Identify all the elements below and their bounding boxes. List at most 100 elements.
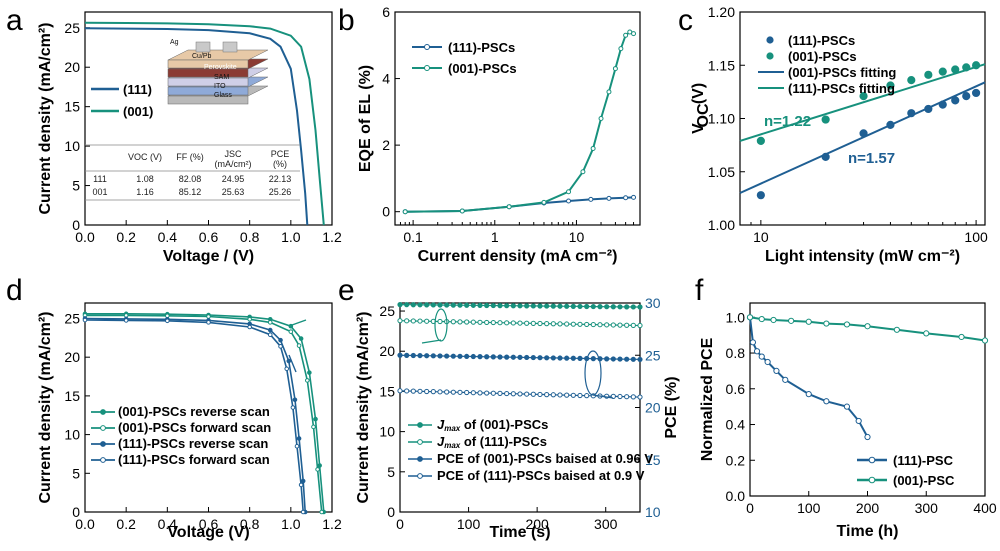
series-point-PCE of (001)-PSCs baised at 0.96 V bbox=[624, 356, 630, 362]
series-point-(111)-PSCs forward scan bbox=[82, 317, 88, 323]
panel-label-a: a bbox=[6, 4, 23, 37]
panel-label-e: e bbox=[338, 274, 355, 307]
data-point-(111)-PSCs bbox=[951, 96, 960, 105]
series-point-(001)-PSCs reverse scan bbox=[307, 370, 312, 375]
series-point-(001)-PSC bbox=[843, 321, 851, 328]
series-point-(001)-PSCs forward scan bbox=[311, 424, 316, 430]
series-point-PCE of (001)-PSCs baised at 0.96 V bbox=[397, 352, 403, 358]
data-point-(001)-PSCs bbox=[756, 136, 765, 145]
series-point-Jmax of (111)-PSCs bbox=[417, 318, 423, 324]
series-point-(001)-PSCs forward scan bbox=[296, 343, 302, 348]
x-tick-label-e: 300 bbox=[594, 516, 618, 532]
data-point-(001)-PSCs bbox=[821, 115, 830, 124]
series-point-PCE of (001)-PSCs baised at 0.96 V bbox=[524, 354, 530, 361]
fit-line-(001)-PSCs fitting bbox=[739, 81, 986, 194]
data-point-(001)-PSCs bbox=[886, 81, 895, 90]
series-point-(001)-PSC bbox=[893, 326, 900, 333]
series-point-Jmax of (001)-PSCs bbox=[510, 303, 516, 309]
series-point-Jmax of (111)-PSCs bbox=[437, 318, 443, 325]
series-point-Jmax of (001)-PSCs bbox=[570, 303, 576, 309]
series-point-Jmax of (111)-PSCs bbox=[544, 321, 550, 327]
series-point-PCE of (001)-PSCs baised at 0.96 V bbox=[470, 353, 476, 360]
series-point-(001)-PSCs reverse scan bbox=[317, 463, 322, 468]
legend-label-f: (001)-PSC bbox=[893, 473, 955, 488]
series-point-PCE of (001)-PSCs baised at 0.96 V bbox=[530, 354, 536, 361]
series-point-PCE of (111)-PSCs baised at 0.9 V bbox=[497, 390, 503, 396]
panel-label-b: b bbox=[338, 4, 355, 37]
series-point-Jmax of (001)-PSCs bbox=[464, 302, 470, 308]
series-point-(111)-PSCs bbox=[588, 196, 594, 202]
x-tick-label-a: 0.4 bbox=[158, 229, 178, 245]
series-point-Jmax of (111)-PSCs bbox=[397, 318, 403, 324]
series-point-(001)-PSCs bbox=[623, 32, 629, 38]
legend-label-c: (001)-PSCs bbox=[788, 49, 857, 64]
x-tick-label-a: 0.6 bbox=[199, 229, 219, 245]
series-point-Jmax of (111)-PSCs bbox=[557, 321, 563, 327]
series-point-PCE of (111)-PSCs baised at 0.9 V bbox=[530, 391, 536, 397]
series-point-PCE of (001)-PSCs baised at 0.96 V bbox=[590, 356, 596, 362]
series-point-(001)-PSC bbox=[864, 323, 871, 330]
series-point-PCE of (111)-PSCs baised at 0.9 V bbox=[484, 390, 490, 396]
data-point-(001)-PSCs bbox=[924, 70, 933, 79]
series-point-(001)-PSC bbox=[758, 315, 765, 323]
series-point-(111)-PSC bbox=[782, 376, 789, 383]
series-point-Jmax of (001)-PSCs bbox=[457, 302, 463, 308]
series-point-PCE of (001)-PSCs baised at 0.96 V bbox=[510, 354, 516, 360]
series-point-(001)-PSCs forward scan bbox=[315, 467, 320, 472]
series-point-PCE of (111)-PSCs baised at 0.9 V bbox=[410, 388, 416, 394]
legend-marker-b bbox=[424, 65, 430, 71]
legend-marker-f bbox=[868, 476, 876, 484]
series-point-(001)-PSC bbox=[823, 320, 830, 327]
series-point-Jmax of (001)-PSCs bbox=[584, 303, 590, 310]
x-tick-label-a: 1.2 bbox=[322, 229, 342, 245]
series-point-PCE of (111)-PSCs baised at 0.9 V bbox=[457, 389, 463, 395]
y-tick-label-f: 0.2 bbox=[726, 452, 746, 468]
series-point-(001)-PSCs bbox=[598, 116, 604, 121]
series-line-001 bbox=[84, 21, 325, 226]
x-tick-label-e: 200 bbox=[525, 516, 549, 532]
series-point-(111)-PSC bbox=[843, 403, 851, 410]
y-tick-label-e: 25 bbox=[379, 303, 395, 319]
series-point-Jmax of (001)-PSCs bbox=[497, 303, 503, 309]
y-tick-label-a: 0 bbox=[72, 217, 80, 233]
table-cell: 24.95 bbox=[222, 174, 245, 184]
series-point-Jmax of (001)-PSCs bbox=[424, 302, 430, 308]
y-tick-label-d: 20 bbox=[64, 349, 80, 365]
y-tick-label-b: 0 bbox=[382, 204, 390, 220]
series-point-PCE of (001)-PSCs baised at 0.96 V bbox=[464, 353, 470, 360]
series-point-Jmax of (001)-PSCs bbox=[597, 304, 603, 310]
device-layer-side bbox=[167, 68, 249, 78]
series-point-Jmax of (001)-PSCs bbox=[630, 304, 636, 310]
legend-label-d: (111)-PSCs forward scan bbox=[118, 452, 270, 467]
series-point-Jmax of (111)-PSCs bbox=[464, 319, 470, 325]
series-point-Jmax of (001)-PSCs bbox=[417, 302, 423, 308]
legend-marker-d bbox=[100, 425, 106, 431]
series-point-(001)-PSCs forward scan bbox=[206, 314, 211, 319]
series-point-Jmax of (111)-PSCs bbox=[597, 322, 603, 328]
series-point-(111)-PSCs forward scan bbox=[267, 332, 273, 338]
y-tick-label-c: 1.05 bbox=[708, 164, 735, 180]
y-tick-label-a: 25 bbox=[64, 20, 80, 36]
device-layer-label: Perovskite bbox=[204, 64, 237, 71]
series-point-(111)-PSCs forward scan bbox=[294, 443, 300, 449]
y-tick-label-e: 10 bbox=[379, 424, 395, 440]
chart-panel-f: 0 100 200 300 400 0.0 0.2 0.4 0.6 0.8 1.0 Time (h) N… bbox=[699, 302, 997, 540]
legend-label-b: (111)-PSCs bbox=[448, 40, 515, 55]
series-point-(111)-PSCs reverse scan bbox=[267, 327, 273, 333]
series-point-(001)-PSCs bbox=[402, 209, 408, 215]
data-point-(001)-PSCs bbox=[859, 92, 868, 101]
y-tick-label-f: 0.0 bbox=[726, 488, 746, 504]
series-point-PCE of (001)-PSCs baised at 0.96 V bbox=[424, 353, 430, 359]
y-tick-label-d: 0 bbox=[72, 504, 80, 520]
series-point-Jmax of (111)-PSCs bbox=[550, 321, 556, 327]
series-point-Jmax of (001)-PSCs bbox=[504, 303, 510, 309]
legend-label-e: PCE of (001)-PSCs baised at 0.96 V bbox=[437, 451, 653, 466]
x-tick-label-c: 100 bbox=[964, 229, 988, 245]
legend-label-c: (001)-PSCs fitting bbox=[788, 65, 896, 80]
panel-label-f: f bbox=[695, 274, 704, 307]
series-point-(111)-PSC bbox=[823, 398, 830, 405]
x-tick-label-a: 0.0 bbox=[75, 229, 95, 245]
y-tick-label-b: 6 bbox=[382, 4, 390, 20]
series-point-Jmax of (001)-PSCs bbox=[610, 304, 616, 310]
x-tick-label-f: 400 bbox=[973, 500, 997, 516]
